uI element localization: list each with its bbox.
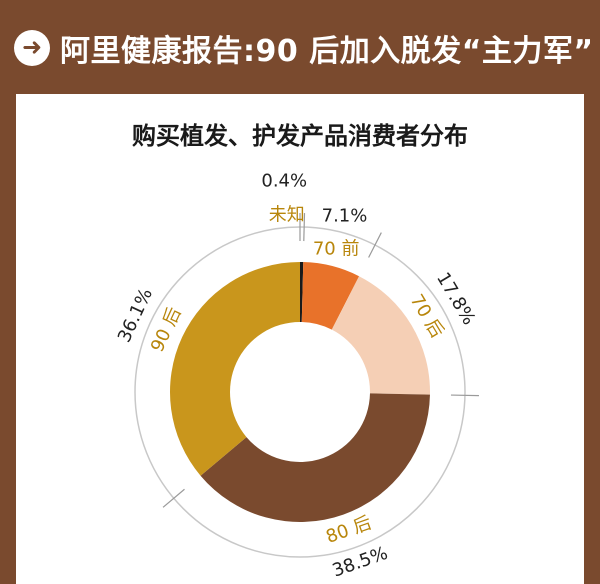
slice-value-0: 0.4% [261, 171, 307, 192]
slice-3 [200, 393, 430, 523]
slice-0 [300, 262, 304, 323]
slice-1 [301, 262, 360, 330]
donut-chart: 未知0.4%70 前7.1%70 后17.8%80 后38.5%90 后36.1… [114, 171, 480, 582]
report-header: ➜ 阿里健康报告:90 后加入脱发“主力军” [0, 0, 600, 96]
chart-panel: 购买植发、护发产品消费者分布 未知 0.4% 70 前 7.1% 70 后 17.8% 80… [16, 94, 584, 584]
boundary-tick-2 [368, 232, 382, 258]
boundary-tick-3 [450, 394, 479, 397]
boundary-tick-4 [162, 488, 185, 508]
boundary-tick-1 [303, 213, 306, 242]
slice-value-1: 7.1% [322, 206, 368, 227]
report-title: 阿里健康报告:90 后加入脱发“主力军” [60, 34, 594, 69]
slice-4 [169, 262, 300, 476]
slice-2 [331, 276, 430, 395]
slice-name-0: 未知 [269, 204, 305, 225]
arrow-right-circle-icon: ➜ [14, 30, 50, 66]
slice-value-3: 38.5% [330, 543, 391, 582]
chart-title: 购买植发、护发产品消费者分布 [132, 122, 468, 150]
slice-name-1: 70 前 [313, 239, 360, 260]
